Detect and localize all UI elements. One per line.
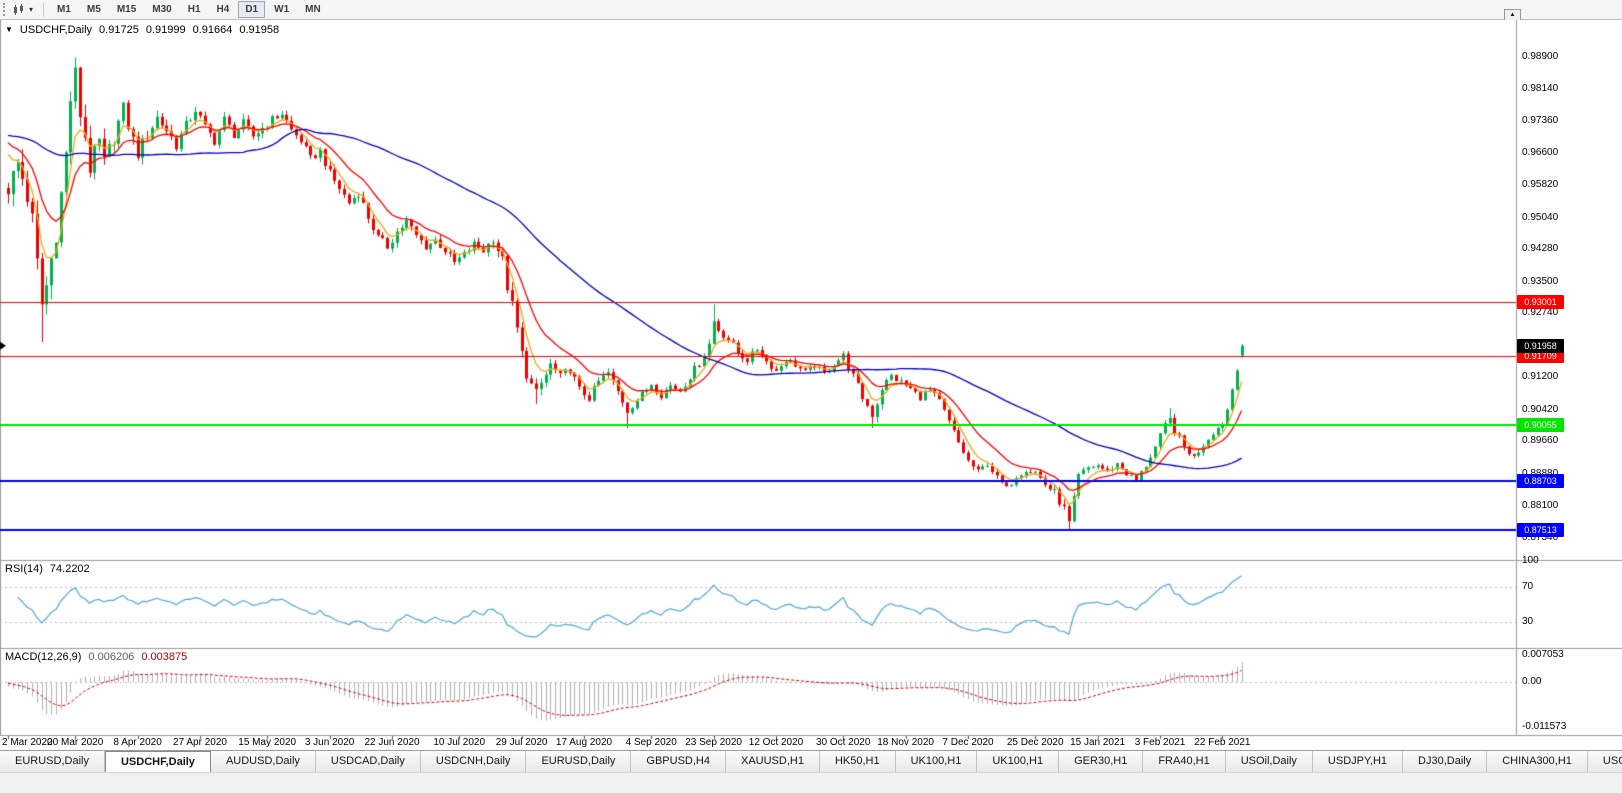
time-axis-label: 10 Jul 2020 [433,737,486,748]
price-axis-label: 0.97360 [1522,115,1559,127]
time-axis-label: 17 Aug 2020 [555,737,613,748]
bottom-filler [0,772,1622,793]
rsi-value: 74.2202 [49,563,90,575]
price-axis-label: 0.95820 [1522,179,1559,191]
price-axis-label: 0.98140 [1522,82,1559,94]
timeframe-button-m5[interactable]: M5 [86,4,101,15]
time-axis-label: 8 Apr 2020 [113,737,162,748]
time-axis-label: 4 Sep 2020 [625,737,677,748]
symbol-tab-usdchf-daily[interactable]: USDCHF,Daily [104,751,211,772]
chart-type-icon[interactable] [13,3,26,16]
price-axis-label: 0.89660 [1522,435,1559,447]
rsi-name: RSI(14) [5,563,43,575]
price-axis-label: 0.87340 [1522,531,1559,543]
symbol-tab-usoil-[interactable]: USOil, [1587,751,1622,772]
macd-name: MACD(12,26,9) [5,651,82,663]
price-axis-label: 0.94280 [1522,243,1559,255]
symbol-tab-usdjpy-h1[interactable]: USDJPY,H1 [1312,751,1404,772]
time-axis-label: 3 Jun 2020 [304,737,355,748]
price-axis-label: 0.88880 [1522,468,1558,479]
price-axis-label: 0.95040 [1522,211,1559,223]
toolbar-drag-handle[interactable] [3,3,8,16]
chevron-down-icon[interactable]: ▾ [29,5,34,14]
ohlc-low: 0.91664 [192,24,233,36]
time-axis-label: 18 Nov 2020 [877,737,934,748]
macd-axis-label: 0.007053 [1522,648,1564,660]
symbol-tab-fra40-h1[interactable]: FRA40,H1 [1143,751,1226,772]
rsi-axis-label: 70 [1522,581,1534,593]
price-axis-label: 0.96600 [1522,146,1559,158]
rsi-indicator-label: RSI(14) 74.2202 [5,563,90,575]
macd-axis-label: 0.00 [1522,676,1542,688]
chart-window: ▼ USDCHF,Daily 0.91725 0.91999 0.91664 0… [0,20,1622,750]
timeframe-button-mn[interactable]: MN [305,4,321,15]
timeframe-button-h1[interactable]: H1 [187,4,201,15]
timeframe-button-m30[interactable]: M30 [152,4,172,15]
collapse-arrow-icon[interactable]: ▼ [5,25,13,34]
time-axis-label: 23 Sep 2020 [685,737,742,748]
symbol-tab-xauusd-h1[interactable]: XAUUSD,H1 [725,751,820,772]
symbol-tab-usdcad-daily[interactable]: USDCAD,Daily [315,751,421,772]
symbol-tab-china300-h1[interactable]: CHINA300,H1 [1487,751,1588,772]
time-axis-label: 7 Dec 2020 [942,737,994,748]
symbol-tab-audusd-daily[interactable]: AUDUSD,Daily [210,751,316,772]
ohlc-high: 0.91999 [145,24,186,36]
timeframe-button-m1[interactable]: M1 [57,4,71,15]
timeframe-button-m15[interactable]: M15 [116,4,137,15]
time-axis-label: 22 Feb 2021 [1194,737,1251,748]
time-axis-label: 12 Oct 2020 [748,737,804,748]
ohlc-close: 0.91958 [239,24,280,36]
timeframe-toolbar: ▾ M1 M5 M15 M30 H1 H4 D1 W1 MN ▲ [0,0,1622,23]
symbol-tab-usoil-daily[interactable]: USOil,Daily [1225,751,1313,772]
time-axis-label: 29 Jul 2020 [495,737,548,748]
timeframe-button-w1[interactable]: W1 [274,4,290,15]
time-axis-label: 25 Dec 2020 [1006,737,1064,748]
chart-title: ▼ USDCHF,Daily 0.91725 0.91999 0.91664 0… [5,24,279,36]
timeframe-button-h4[interactable]: H4 [216,4,230,15]
current-price-badge: 0.91958 [1517,338,1564,353]
symbol-tab-dj30-daily[interactable]: DJ30,Daily [1403,751,1488,772]
rsi-axis-label: 30 [1522,615,1534,627]
toolbar-separator [43,2,45,17]
symbol-tab-uk100-h1[interactable]: UK100,H1 [895,751,978,772]
price-axis-label: 0.93500 [1522,275,1559,287]
price-chart-canvas[interactable] [0,20,1622,750]
time-axis-label: 15 May 2020 [238,737,297,748]
price-axis-label: 0.88100 [1522,500,1559,511]
time-axis-label: 15 Jan 2021 [1070,737,1126,748]
time-axis-label: 30 Oct 2020 [815,737,871,748]
macd-indicator-label: MACD(12,26,9) 0.006206 0.003875 [5,651,187,663]
timeframe-buttons: M1 M5 M15 M30 H1 H4 D1 W1 MN [49,1,329,18]
timeframe-button-d1[interactable]: D1 [238,1,266,18]
ohlc-open: 0.91725 [99,24,139,36]
price-axis-label: 0.98900 [1522,51,1559,63]
price-axis-label: 0.92740 [1522,307,1559,319]
price-level-badge: 0.90055 [1517,417,1564,432]
time-axis-label: 2 Mar 2020 [2,737,53,748]
price-axis-label: 0.91200 [1522,371,1559,383]
chart-symbol-label: USDCHF,Daily [19,24,93,36]
macd-main-value: 0.006206 [88,651,135,663]
price-level-badge: 0.93001 [1517,295,1564,310]
symbol-tab-gbpusd-h4[interactable]: GBPUSD,H4 [631,751,726,772]
symbol-tab-usdcnh-daily[interactable]: USDCNH,Daily [420,751,527,772]
macd-signal-value: 0.003875 [141,651,188,663]
symbol-tab-bar: EURUSD,Daily USDCHF,Daily AUDUSD,Daily USDC… [0,750,1622,772]
time-axis-label: 22 Jun 2020 [364,737,420,748]
symbol-tab-eurusd-daily[interactable]: EURUSD,Daily [526,751,632,772]
time-axis-label: 20 Mar 2020 [47,737,104,748]
symbol-tab-eurusd-daily[interactable]: EURUSD,Daily [0,751,105,772]
symbol-tab-hk50-h1[interactable]: HK50,H1 [819,751,896,772]
time-axis-label: 27 Apr 2020 [173,737,227,748]
time-axis-label: 3 Feb 2021 [1134,737,1186,748]
rsi-axis-label: 100 [1522,555,1539,566]
price-level-badge: 0.88703 [1517,473,1564,488]
symbol-tab-ger30-h1[interactable]: GER30,H1 [1059,751,1144,772]
price-level-badge: 0.87513 [1517,523,1564,538]
symbol-tab-uk100-h1[interactable]: UK100,H1 [977,751,1060,772]
price-axis-label: 0.90420 [1522,403,1559,415]
macd-axis-label: -0.011573 [1522,721,1567,733]
